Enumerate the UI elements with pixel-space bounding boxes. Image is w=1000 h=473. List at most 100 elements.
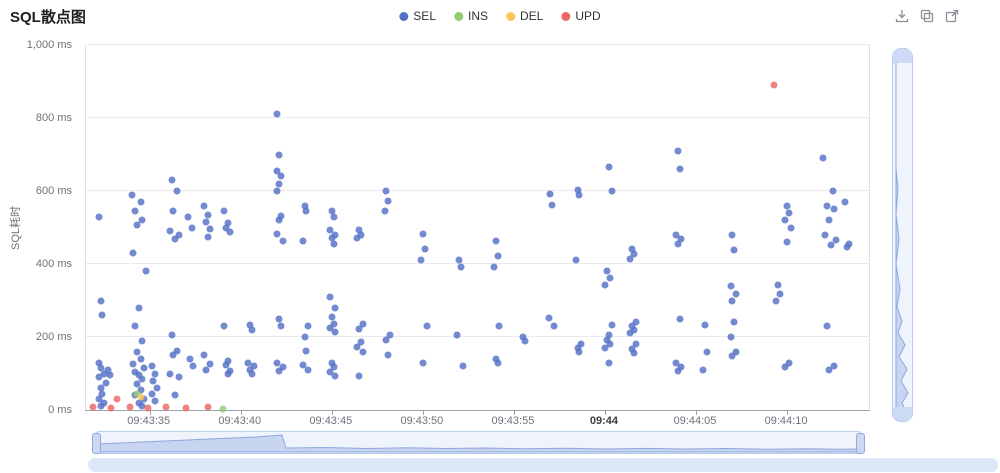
scatter-point-sel[interactable] xyxy=(275,367,283,375)
scatter-point-sel[interactable] xyxy=(676,315,684,323)
scatter-point-sel[interactable] xyxy=(732,290,740,298)
scatter-point-sel[interactable] xyxy=(100,399,108,407)
scatter-point-sel[interactable] xyxy=(674,147,682,155)
scatter-point-sel[interactable] xyxy=(605,331,613,339)
scatter-point-upd[interactable] xyxy=(770,81,778,89)
datazoom-left-handle[interactable] xyxy=(92,433,101,454)
scatter-point-sel[interactable] xyxy=(357,231,365,239)
scatter-point-ins[interactable] xyxy=(133,390,141,398)
scatter-point-sel[interactable] xyxy=(701,321,709,329)
scatter-point-sel[interactable] xyxy=(128,191,136,199)
scatter-point-sel[interactable] xyxy=(273,167,281,175)
scatter-point-sel[interactable] xyxy=(275,180,283,188)
scatter-point-sel[interactable] xyxy=(273,359,281,367)
scatter-point-sel[interactable] xyxy=(204,211,212,219)
scatter-point-sel[interactable] xyxy=(301,333,308,341)
scatter-point-sel[interactable] xyxy=(630,349,638,357)
scatter-point-sel[interactable] xyxy=(151,370,159,377)
scatter-point-sel[interactable] xyxy=(148,362,156,370)
scatter-point-sel[interactable] xyxy=(137,355,145,363)
vertical-slider-top-handle[interactable] xyxy=(893,49,912,63)
scatter-point-sel[interactable] xyxy=(785,209,793,217)
scatter-point-sel[interactable] xyxy=(423,322,430,330)
vertical-slider-bottom-handle[interactable] xyxy=(893,407,912,421)
scatter-point-sel[interactable] xyxy=(783,202,791,210)
scatter-point-sel[interactable] xyxy=(248,326,256,334)
scatter-point-sel[interactable] xyxy=(572,256,580,264)
scatter-point-sel[interactable] xyxy=(630,326,638,334)
scatter-point-sel[interactable] xyxy=(674,240,682,248)
scatter-point-sel[interactable] xyxy=(727,282,735,290)
scatter-point-sel[interactable] xyxy=(382,187,390,195)
scatter-point-sel[interactable] xyxy=(226,367,234,375)
scatter-point-sel[interactable] xyxy=(827,241,835,249)
scatter-point-sel[interactable] xyxy=(104,366,112,374)
scatter-point-sel[interactable] xyxy=(781,363,789,371)
scatter-point-sel[interactable] xyxy=(248,370,256,377)
scatter-point-sel[interactable] xyxy=(138,337,146,345)
scatter-point-sel[interactable] xyxy=(244,359,252,367)
scatter-point-sel[interactable] xyxy=(98,311,106,319)
scatter-point-sel[interactable] xyxy=(577,340,585,348)
scatter-point-sel[interactable] xyxy=(606,340,614,348)
scatter-point-sel[interactable] xyxy=(326,368,334,376)
scatter-point-sel[interactable] xyxy=(494,359,502,367)
scatter-point-sel[interactable] xyxy=(381,207,389,215)
scatter-point-sel[interactable] xyxy=(131,368,139,376)
scatter-point-sel[interactable] xyxy=(628,345,636,353)
scatter-point-sel[interactable] xyxy=(138,375,146,383)
scatter-point-upd[interactable] xyxy=(204,403,212,411)
scatter-point-upd[interactable] xyxy=(182,404,190,412)
scatter-point-sel[interactable] xyxy=(206,225,214,233)
legend-item-ins[interactable]: INS xyxy=(453,9,488,23)
scatter-point-sel[interactable] xyxy=(359,320,367,328)
scatter-point-sel[interactable] xyxy=(353,343,361,351)
scatter-point-sel[interactable] xyxy=(494,252,502,260)
scatter-point-sel[interactable] xyxy=(169,351,177,359)
scatter-point-sel[interactable] xyxy=(492,237,500,245)
scatter-point-sel[interactable] xyxy=(419,359,427,367)
scatter-point-sel[interactable] xyxy=(384,351,392,359)
scatter-point-sel[interactable] xyxy=(419,230,427,238)
scatter-point-sel[interactable] xyxy=(246,366,254,374)
scatter-point-sel[interactable] xyxy=(326,324,334,332)
scatter-point-upd[interactable] xyxy=(89,403,97,411)
scatter-point-sel[interactable] xyxy=(151,397,159,405)
scatter-point-sel[interactable] xyxy=(153,384,161,392)
scatter-point-sel[interactable] xyxy=(628,322,636,330)
scatter-point-sel[interactable] xyxy=(202,366,210,374)
scatter-point-sel[interactable] xyxy=(601,344,609,352)
scatter-point-sel[interactable] xyxy=(774,281,782,289)
scatter-point-sel[interactable] xyxy=(328,234,336,242)
scatter-point-sel[interactable] xyxy=(137,198,145,206)
scatter-point-sel[interactable] xyxy=(129,249,137,257)
scatter-point-sel[interactable] xyxy=(672,359,680,367)
scatter-point-sel[interactable] xyxy=(823,202,831,210)
horizontal-datazoom-slider[interactable] xyxy=(92,431,865,454)
scatter-point-sel[interactable] xyxy=(331,328,339,336)
scatter-point-sel[interactable] xyxy=(171,391,179,399)
scatter-point-sel[interactable] xyxy=(819,154,827,162)
scatter-point-sel[interactable] xyxy=(304,366,312,374)
scatter-point-del[interactable] xyxy=(137,393,145,401)
scatter-point-sel[interactable] xyxy=(173,347,181,355)
scatter-point-sel[interactable] xyxy=(727,333,735,341)
scatter-point-sel[interactable] xyxy=(138,216,146,224)
scatter-point-sel[interactable] xyxy=(331,304,339,312)
scatter-point-sel[interactable] xyxy=(97,364,105,372)
scatter-point-sel[interactable] xyxy=(220,322,228,330)
scatter-point-sel[interactable] xyxy=(787,224,795,231)
scatter-point-sel[interactable] xyxy=(353,234,361,242)
scatter-point-sel[interactable] xyxy=(829,187,837,195)
scatter-point-sel[interactable] xyxy=(357,338,365,346)
scatter-point-sel[interactable] xyxy=(355,325,363,333)
scatter-point-sel[interactable] xyxy=(574,344,582,352)
scatter-point-sel[interactable] xyxy=(546,190,554,198)
scatter-point-sel[interactable] xyxy=(97,402,105,410)
scatter-point-sel[interactable] xyxy=(355,226,363,234)
scatter-point-sel[interactable] xyxy=(548,201,556,209)
scatter-point-sel[interactable] xyxy=(168,176,176,184)
scatter-point-sel[interactable] xyxy=(97,384,105,392)
scatter-point-sel[interactable] xyxy=(730,318,738,326)
scatter-point-sel[interactable] xyxy=(421,245,429,253)
